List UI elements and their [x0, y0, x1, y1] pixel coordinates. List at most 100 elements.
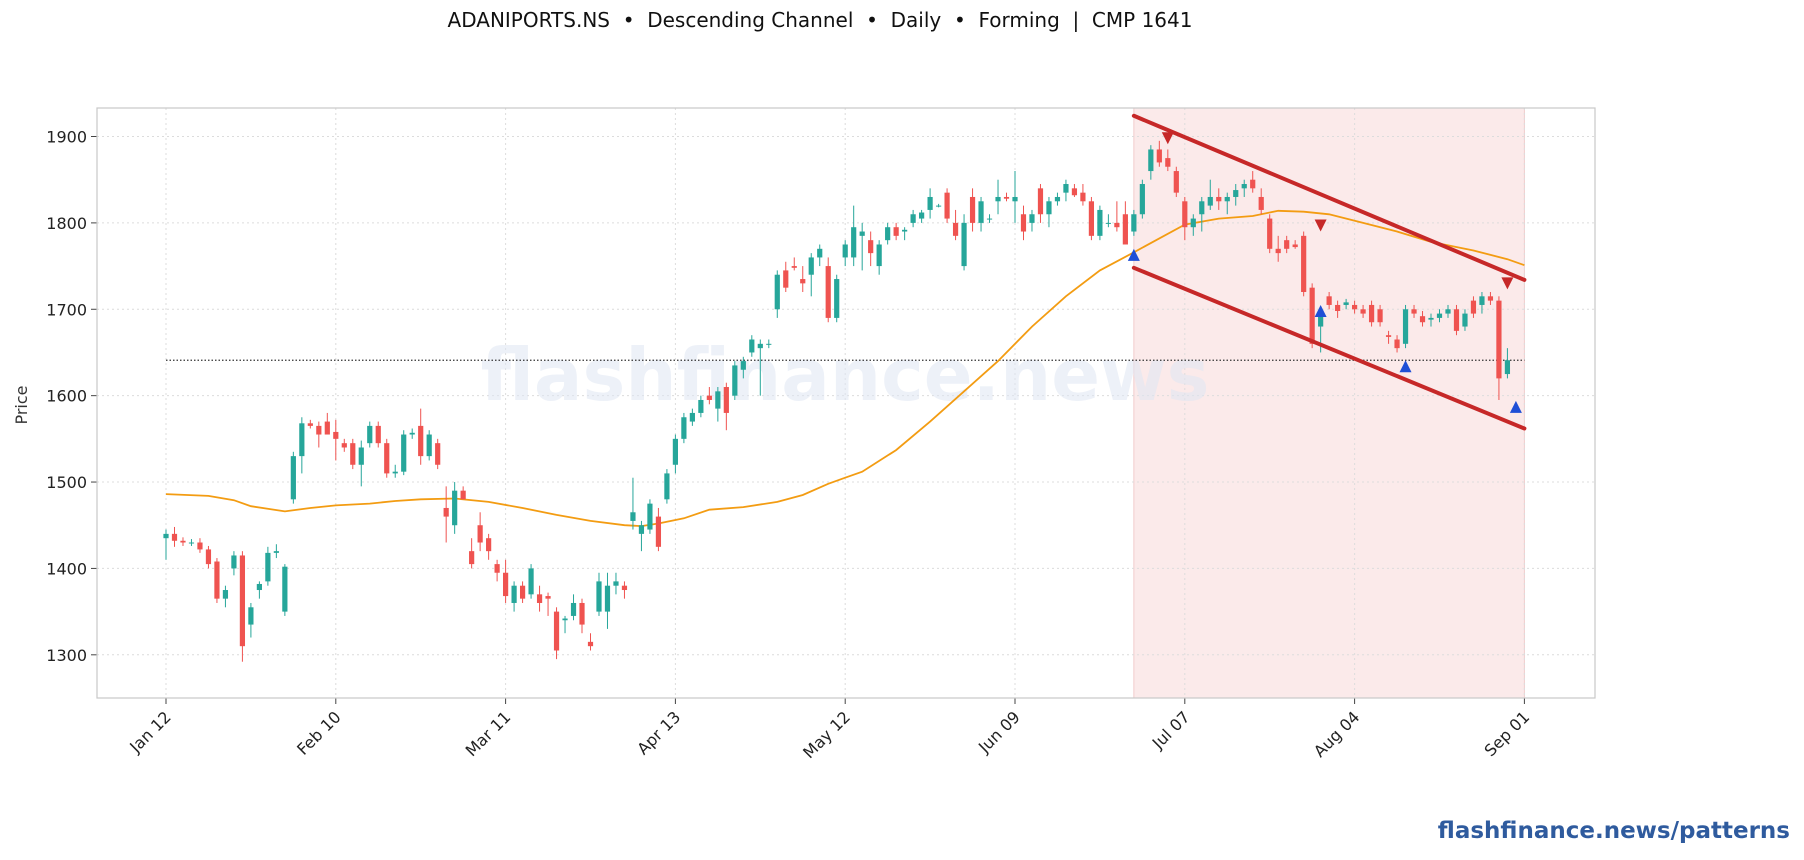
candle-body — [1071, 188, 1078, 196]
candle — [1173, 166, 1179, 197]
candle-body — [519, 585, 526, 599]
x-tick-label: Aug 04 — [1310, 707, 1364, 761]
candle-body — [783, 270, 789, 288]
candle — [630, 477, 636, 530]
candle-body — [630, 512, 636, 521]
candle — [834, 274, 840, 323]
candle — [1165, 149, 1171, 172]
candle — [341, 438, 347, 452]
candle — [409, 428, 415, 439]
candle-body — [1199, 201, 1205, 215]
candle-body — [1267, 218, 1273, 249]
candle — [188, 539, 195, 546]
candle — [1012, 171, 1018, 223]
candle — [460, 486, 466, 500]
candle — [1046, 196, 1052, 228]
candle-body — [273, 551, 279, 553]
candle-body — [1360, 309, 1366, 314]
candle-body — [851, 227, 857, 258]
candle — [791, 257, 797, 271]
candle — [1131, 209, 1137, 236]
candle — [808, 253, 814, 297]
candle — [1250, 171, 1256, 193]
candle — [1487, 291, 1494, 305]
candle-body — [316, 425, 322, 435]
candle — [851, 205, 857, 267]
candle — [1428, 313, 1434, 327]
candle — [1139, 179, 1145, 219]
candle-body — [1479, 296, 1485, 305]
candle — [1394, 335, 1400, 353]
candle — [1479, 291, 1485, 314]
candle — [1267, 214, 1273, 254]
y-tick-label: 1600 — [46, 387, 87, 406]
candle-body — [460, 490, 466, 500]
candle — [205, 545, 212, 569]
candle — [1156, 140, 1162, 167]
channel-layer — [1131, 113, 1527, 431]
candle-body — [392, 471, 398, 474]
candle — [1419, 311, 1426, 327]
candle — [800, 266, 806, 292]
candle — [961, 214, 967, 271]
candle-body — [1216, 196, 1222, 202]
candle — [367, 421, 373, 448]
candle-body — [1173, 171, 1179, 193]
candle-body — [604, 585, 611, 612]
candle-body — [732, 365, 738, 396]
candle-body — [367, 425, 373, 444]
channel-upper-line — [1131, 113, 1527, 282]
candle — [672, 434, 678, 474]
candle-body — [1470, 300, 1477, 314]
candle-body — [791, 266, 797, 268]
candle — [426, 430, 432, 461]
candle-body — [1080, 192, 1086, 202]
candle-body — [1436, 313, 1443, 318]
candle-body — [528, 568, 534, 595]
candle — [171, 526, 178, 547]
candle-body — [995, 196, 1001, 202]
candle-body — [443, 507, 449, 517]
candle — [1080, 184, 1086, 206]
y-tick-label: 1500 — [46, 473, 87, 492]
candle-body — [961, 222, 967, 267]
candle — [1105, 214, 1111, 228]
chart-title: ADANIPORTS.NS • Descending Channel • Dai… — [447, 8, 1193, 32]
candle-body — [1097, 209, 1103, 236]
candle — [698, 395, 704, 418]
candle — [1360, 304, 1366, 318]
candle — [706, 387, 712, 405]
footer-link[interactable]: flashfinance.news/patterns — [1437, 818, 1790, 844]
candles-layer — [163, 140, 1511, 662]
candle-body — [655, 516, 662, 547]
candle-body — [800, 279, 806, 284]
candle — [1411, 304, 1417, 318]
candle — [919, 209, 925, 223]
candle — [859, 222, 865, 271]
candle-body — [214, 561, 220, 599]
candle — [1258, 188, 1264, 215]
candle-body — [1156, 149, 1162, 163]
candle — [681, 412, 687, 444]
candle — [350, 438, 356, 470]
candle — [952, 209, 959, 241]
candle — [536, 585, 543, 612]
candle — [1309, 283, 1315, 349]
candle-body — [1487, 296, 1494, 301]
candle — [180, 537, 186, 546]
x-tick-label: Jan 12 — [125, 707, 175, 757]
candle — [978, 196, 984, 232]
candle — [783, 261, 789, 292]
candle-body — [1224, 196, 1230, 202]
candle — [1233, 184, 1239, 206]
candle — [732, 361, 738, 400]
candle-body — [1453, 309, 1460, 331]
candle — [715, 387, 721, 422]
swing-high-marker — [1161, 132, 1174, 145]
candle-body — [1139, 184, 1145, 215]
candle — [1453, 304, 1460, 336]
candle-body — [825, 266, 831, 318]
y-tick-label: 1800 — [46, 214, 87, 233]
candle — [570, 594, 577, 621]
candle-body — [749, 339, 755, 353]
